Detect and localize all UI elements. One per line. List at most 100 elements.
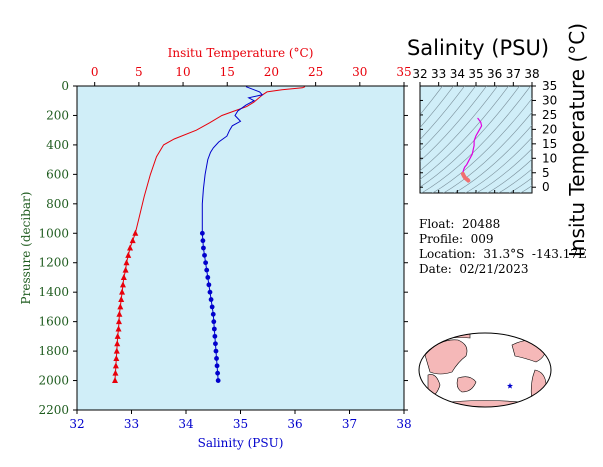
pressure-axis-label: Pressure (decibar) — [19, 192, 33, 305]
temperature-marker — [125, 251, 132, 258]
temperature-marker — [132, 229, 139, 236]
density-contour-line — [454, 124, 532, 193]
salinity-tick-label: 32 — [69, 417, 84, 431]
ts-temp-tick-label: 25 — [542, 108, 557, 122]
salinity-tick-label: 37 — [342, 417, 357, 431]
ts-salinity-tick-label: 35 — [468, 67, 483, 81]
temperature-marker — [129, 237, 136, 244]
density-contour-line — [465, 136, 532, 193]
ts-curve-line — [462, 117, 483, 175]
salinity-tick-label: 38 — [396, 417, 411, 431]
map-landmass — [456, 376, 477, 393]
ts-salinity-tick-label: 32 — [412, 67, 427, 81]
temperature-marker — [113, 354, 120, 361]
temperature-tick-label: 35 — [396, 65, 411, 79]
salinity-tick-label: 34 — [178, 417, 194, 431]
ts-salinity-tick-label: 37 — [506, 67, 521, 81]
temperature-marker — [119, 288, 126, 295]
temperature-marker — [119, 281, 126, 288]
float-id-text: Float: 20488 — [419, 217, 501, 231]
pressure-tick-label: 1200 — [38, 256, 69, 270]
map-border — [418, 332, 552, 408]
temperature-profile-line — [134, 86, 306, 234]
density-contour-line — [421, 86, 531, 193]
pressure-tick-label: 1400 — [38, 285, 69, 299]
salinity-marker — [205, 275, 211, 280]
ts-salinity-title: Salinity (PSU) — [407, 36, 549, 60]
ts-temp-tick-label: 20 — [542, 122, 557, 136]
ts-salinity-tick-label: 38 — [524, 67, 539, 81]
pressure-tick-label: 400 — [46, 138, 69, 152]
temperature-axis-label: Insitu Temperature (°C) — [168, 46, 314, 60]
pressure-tick-label: 800 — [46, 197, 69, 211]
temperature-tick-label: 5 — [135, 65, 143, 79]
salinity-marker — [203, 260, 209, 266]
density-contour-line — [420, 86, 498, 172]
map-landmass — [424, 339, 468, 375]
temperature-marker — [113, 347, 120, 354]
salinity-marker — [199, 230, 205, 236]
pressure-tick-label: 1000 — [38, 226, 69, 240]
ts-temp-tick-label: 0 — [542, 180, 550, 194]
density-contour-line — [420, 86, 487, 162]
ts-temp-tick-label: 30 — [542, 93, 557, 107]
salinity-marker — [207, 289, 213, 295]
temperature-marker — [117, 303, 124, 310]
salinity-marker — [210, 311, 216, 317]
ts-temp-tick-label: 10 — [542, 151, 557, 165]
salinity-marker — [208, 297, 214, 302]
pressure-tick-label: 600 — [46, 167, 69, 181]
salinity-marker — [200, 238, 206, 244]
density-contour-line — [476, 148, 532, 193]
star-icon — [507, 382, 513, 389]
temperature-tick-label: 0 — [91, 65, 99, 79]
salinity-marker — [215, 370, 221, 376]
temperature-tick-label: 20 — [264, 65, 279, 79]
density-contour-line — [420, 86, 520, 188]
ts-salinity-tick-label: 34 — [450, 67, 465, 81]
salinity-axis-label: Salinity (PSU) — [198, 436, 284, 450]
date-text: Date: 02/21/2023 — [419, 262, 529, 276]
temperature-marker — [112, 369, 119, 376]
temperature-marker — [114, 340, 121, 347]
ts-salinity-tick-label: 33 — [431, 67, 446, 81]
ts-temp-tick-label: 5 — [542, 166, 550, 180]
pressure-tick-label: 0 — [61, 79, 69, 93]
density-contour-line — [443, 111, 532, 193]
density-contours — [420, 86, 532, 193]
salinity-marker — [211, 326, 217, 332]
ts-temp-tick-label: 35 — [542, 79, 557, 93]
salinity-marker — [201, 245, 206, 251]
temperature-tick-label: 30 — [352, 65, 367, 79]
temperature-tick-label: 25 — [308, 65, 323, 79]
salinity-marker — [212, 333, 218, 339]
temperature-tick-label: 10 — [175, 65, 190, 79]
temperature-marker — [115, 325, 122, 332]
salinity-tick-label: 33 — [124, 417, 139, 431]
temperature-marker — [112, 377, 119, 384]
temperature-marker — [127, 244, 134, 251]
temperature-marker — [114, 332, 121, 339]
pressure-tick-label: 1600 — [38, 315, 69, 329]
pressure-tick-label: 2000 — [38, 374, 69, 388]
location-text: Location: 31.3°S -143.17E — [419, 247, 587, 261]
salinity-marker — [209, 304, 215, 310]
temperature-marker — [115, 318, 122, 325]
salinity-marker — [214, 356, 219, 361]
temperature-marker — [122, 266, 129, 273]
salinity-tick-label: 36 — [287, 417, 302, 431]
salinity-marker — [204, 267, 210, 273]
salinity-marker — [214, 363, 220, 369]
salinity-marker — [202, 252, 207, 258]
main-plot-area — [76, 85, 405, 411]
map-landmass — [439, 400, 531, 407]
temperature-marker — [120, 273, 127, 280]
temperature-marker — [116, 310, 123, 317]
salinity-marker — [215, 378, 221, 383]
temperature-marker — [123, 259, 130, 266]
ts-plot-area — [419, 85, 533, 194]
salinity-marker — [213, 348, 219, 354]
density-contour-line — [420, 86, 509, 180]
